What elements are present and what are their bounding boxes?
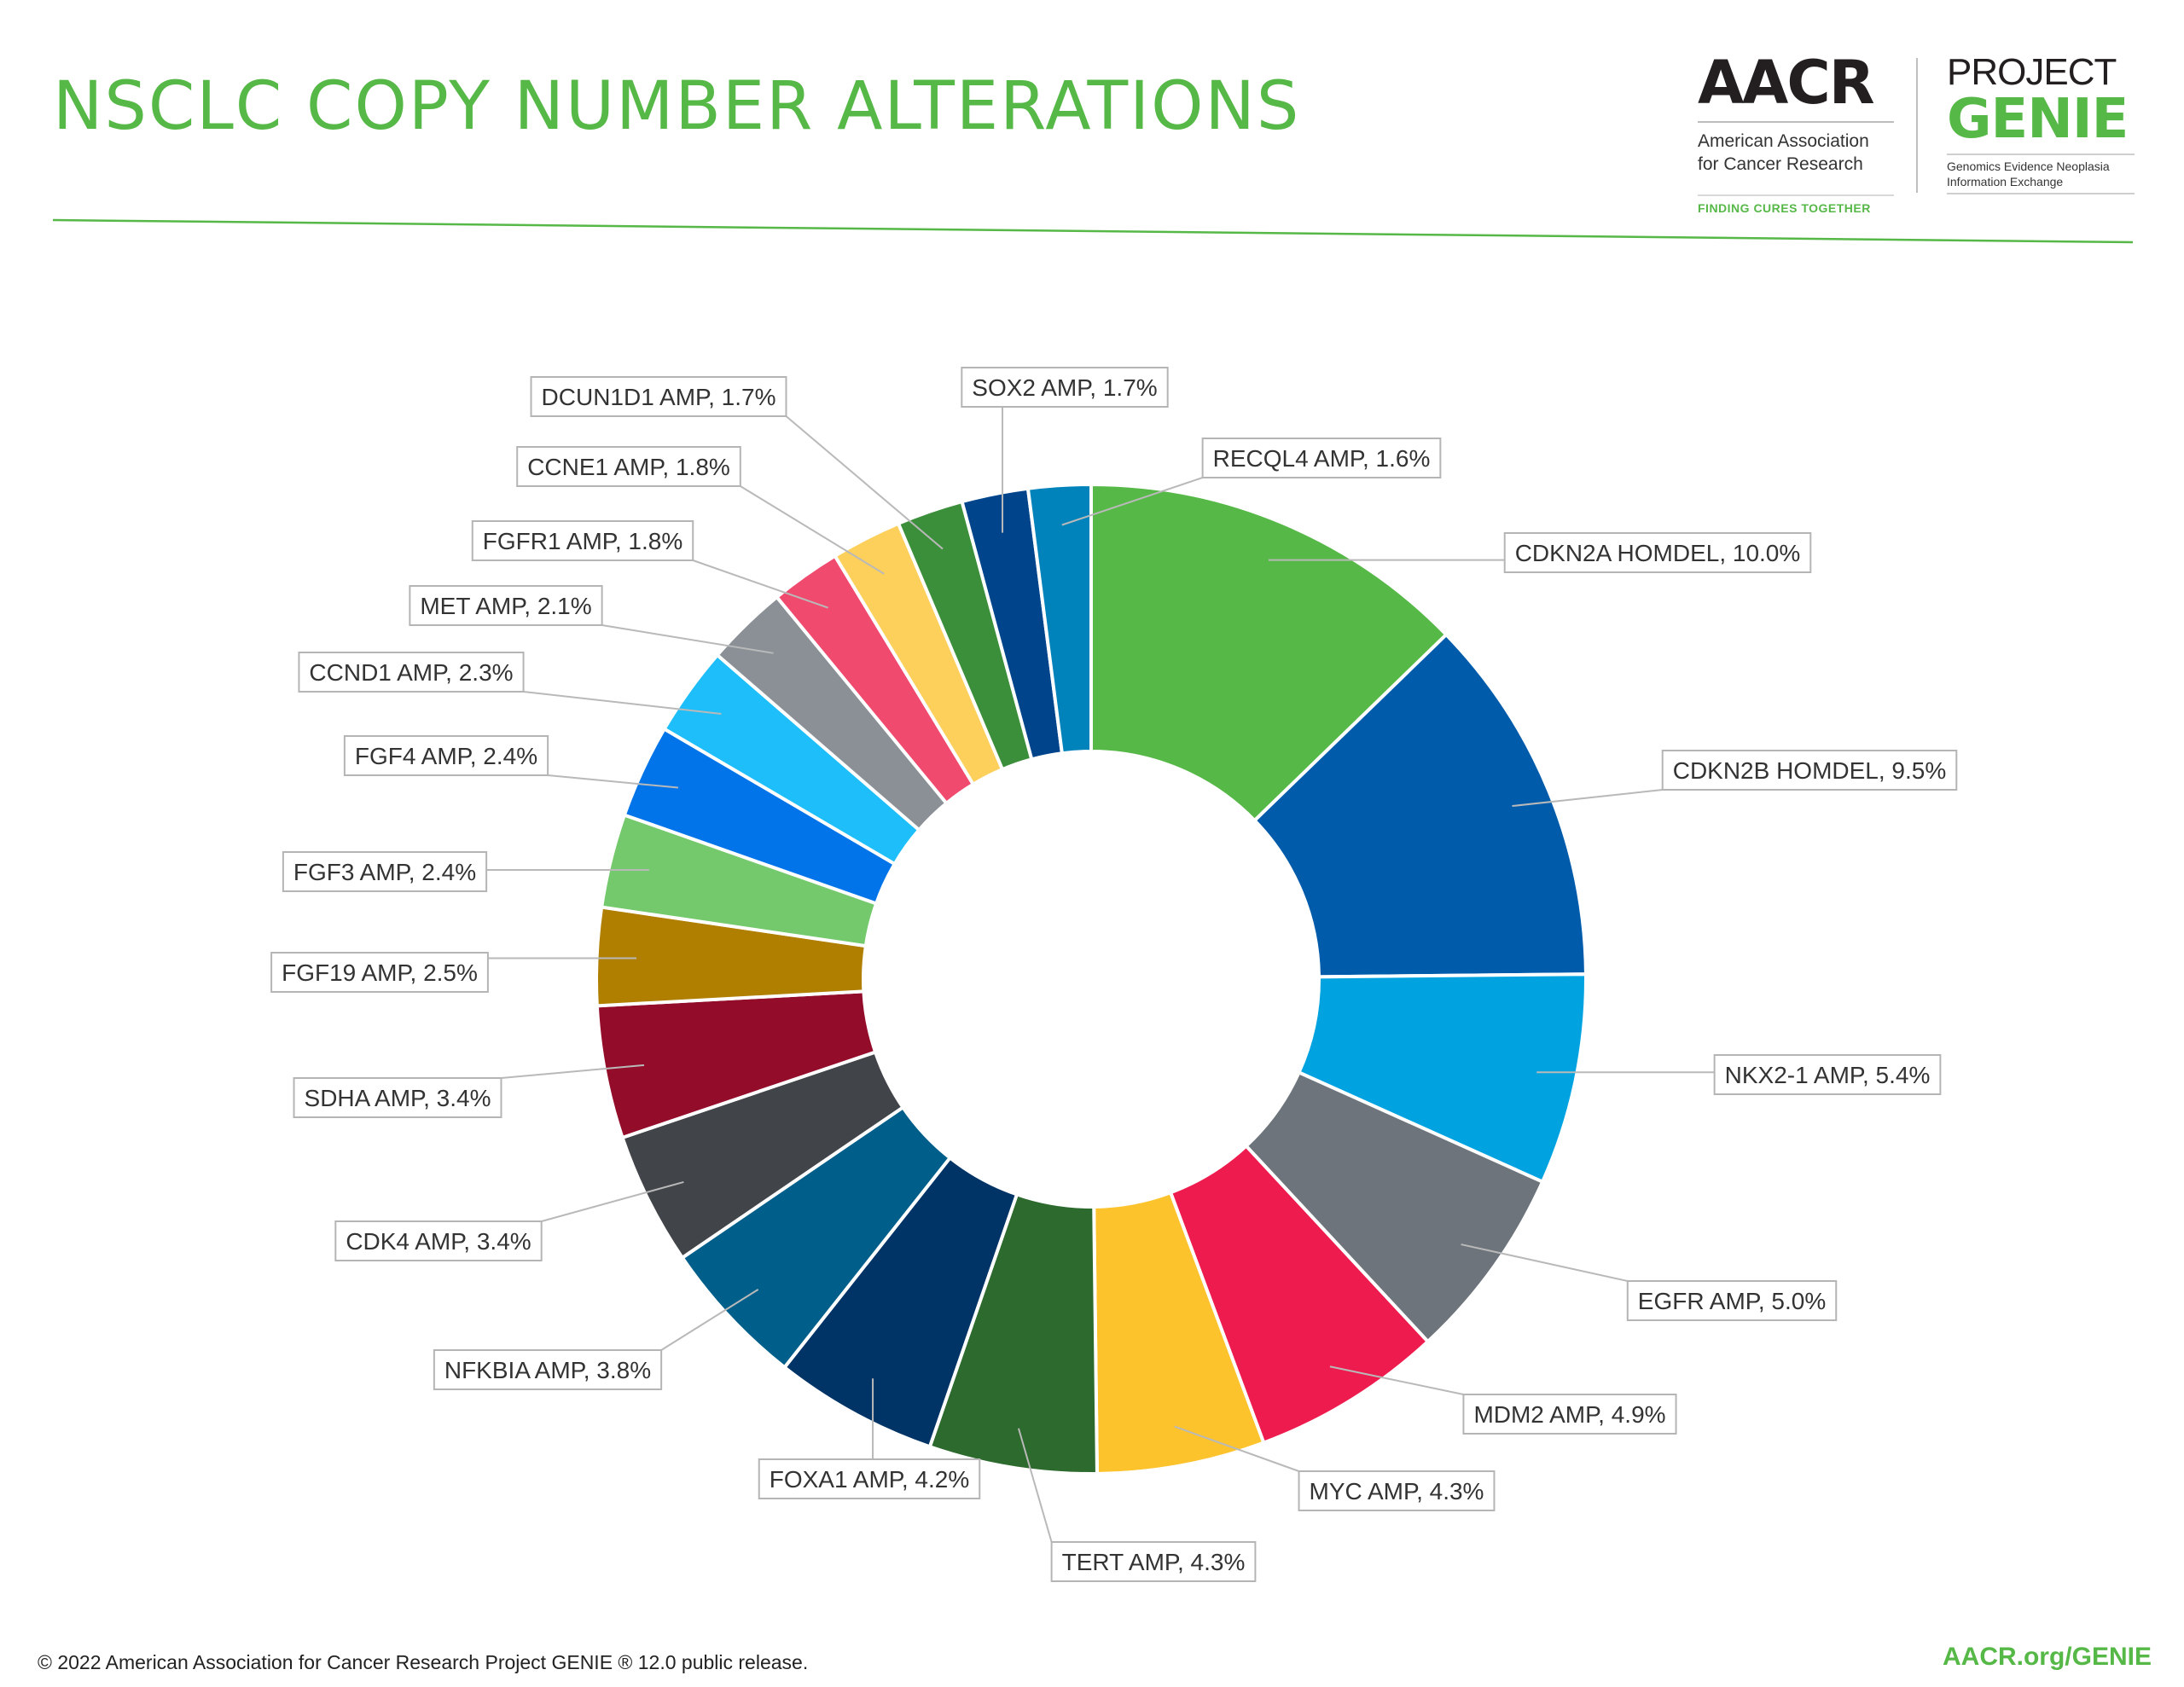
slice-label-sox2-amp: SOX2 AMP, 1.7% bbox=[972, 374, 1157, 401]
slice-label-dcun1d1-amp: DCUN1D1 AMP, 1.7% bbox=[542, 384, 776, 410]
slice-label-box-myc-amp bbox=[1298, 1470, 1496, 1511]
slice-label-mdm2-amp: MDM2 AMP, 4.9% bbox=[1473, 1401, 1665, 1428]
slice-recql4-amp bbox=[1025, 482, 1093, 756]
leader-line-dcun1d1-amp bbox=[785, 415, 944, 550]
genie-project-word: PROJECT bbox=[1947, 51, 2117, 93]
leader-line-cdkn2b-homdel bbox=[1512, 789, 1663, 808]
genie-subtitle: Genomics Evidence Neoplasia Information … bbox=[1947, 154, 2135, 194]
genie-subtitle-line1: Genomics Evidence Neoplasia bbox=[1947, 159, 2110, 173]
leader-line-recql4-amp bbox=[1061, 477, 1203, 526]
slice-label-fgf4-amp: FGF4 AMP, 2.4% bbox=[355, 743, 537, 769]
donut-slices bbox=[595, 482, 1588, 1475]
slice-label-box-fgfr1-amp bbox=[471, 520, 694, 561]
leader-line-fgfr1-amp bbox=[692, 559, 828, 609]
slice-label-box-mdm2-amp bbox=[1462, 1394, 1677, 1435]
slice-labels: CDKN2A HOMDEL, 10.0% CDKN2B HOMDEL, 9.5% N… bbox=[270, 367, 1958, 1582]
slice-label-box-tert-amp bbox=[1050, 1541, 1257, 1582]
slice-label-box-nkx2-1-amp bbox=[1713, 1054, 1942, 1095]
slice-label-nfkbia-amp: NFKBIA AMP, 3.8% bbox=[444, 1357, 651, 1383]
leader-line-mdm2-amp bbox=[1329, 1365, 1464, 1395]
slice-label-box-met-amp bbox=[409, 585, 603, 626]
slice-label-fgfr1-amp: FGFR1 AMP, 1.8% bbox=[483, 528, 682, 554]
leader-line-tert-amp bbox=[1017, 1428, 1053, 1543]
slice-label-box-ccnd1-amp bbox=[298, 652, 525, 693]
slice-label-box-dcun1d1-amp bbox=[530, 376, 787, 417]
leader-line-myc-amp bbox=[1174, 1425, 1299, 1472]
leader-line-nfkbia-amp bbox=[660, 1289, 759, 1351]
slice-label-nkx2-1-amp: NKX2-1 AMP, 5.4% bbox=[1725, 1062, 1931, 1088]
leader-line-egfr-amp bbox=[1461, 1244, 1628, 1282]
slice-label-recql4-amp: RECQL4 AMP, 1.6% bbox=[1213, 445, 1431, 472]
aacr-name-line1: American Association bbox=[1698, 131, 1869, 151]
genie-subtitle-line2: Information Exchange bbox=[1947, 175, 2064, 188]
footer-url-link[interactable]: AACR.org/GENIE bbox=[1942, 1643, 2152, 1671]
slice-label-myc-amp: MYC AMP, 4.3% bbox=[1310, 1478, 1484, 1504]
slice-cdkn2a-homdel bbox=[1089, 482, 1449, 823]
slice-label-ccnd1-amp: CCND1 AMP, 2.3% bbox=[309, 659, 513, 686]
slice-label-sdha-amp: SDHA AMP, 3.4% bbox=[305, 1085, 491, 1111]
slice-label-box-cdk4-amp bbox=[334, 1220, 543, 1261]
slice-label-box-cdkn2a-homdel bbox=[1503, 532, 1812, 573]
slice-label-box-cdkn2b-homdel bbox=[1661, 750, 1958, 791]
leader-line-ccnd1-amp bbox=[523, 691, 722, 715]
aacr-name-line2: for Cancer Research bbox=[1698, 154, 1863, 174]
slice-label-tert-amp: TERT AMP, 4.3% bbox=[1062, 1549, 1246, 1575]
footer-copyright: © 2022 American Association for Cancer R… bbox=[38, 1651, 809, 1673]
slice-label-box-recql4-amp bbox=[1201, 438, 1442, 478]
leader-line-cdk4-amp bbox=[541, 1180, 684, 1222]
leader-line-ccne1-amp bbox=[740, 485, 885, 575]
aacr-logo: AACR American Association for Cancer Res… bbox=[1698, 53, 1894, 215]
project-genie-logo: PROJECT GENIE Genomics Evidence Neoplasi… bbox=[1947, 53, 2135, 194]
slice-label-cdkn2a-homdel: CDKN2A HOMDEL, 10.0% bbox=[1515, 540, 1801, 566]
aacr-tagline: FINDING CURES TOGETHER bbox=[1698, 194, 1894, 215]
slice-label-egfr-amp: EGFR AMP, 5.0% bbox=[1638, 1288, 1826, 1314]
genie-wordmark: GENIE bbox=[1947, 88, 2129, 151]
slice-label-box-fgf4-amp bbox=[343, 735, 549, 776]
leader-line-sdha-amp bbox=[501, 1064, 645, 1079]
aacr-logo-rule bbox=[1698, 121, 1894, 123]
logo-divider bbox=[1916, 58, 1918, 193]
slice-label-box-fgf19-amp bbox=[270, 952, 489, 993]
slice-label-box-ccne1-amp bbox=[516, 446, 741, 487]
slice-label-met-amp: MET AMP, 2.1% bbox=[420, 593, 591, 619]
page-title: NSCLC COPY NUMBER ALTERATIONS bbox=[53, 68, 1301, 145]
slice-label-ccne1-amp: CCNE1 AMP, 1.8% bbox=[527, 454, 730, 480]
slice-label-cdkn2b-homdel: CDKN2B HOMDEL, 9.5% bbox=[1673, 757, 1947, 784]
slice-label-cdk4-amp: CDK4 AMP, 3.4% bbox=[346, 1228, 531, 1255]
slice-label-box-nfkbia-amp bbox=[433, 1349, 663, 1390]
slice-label-box-fgf3-amp bbox=[282, 851, 488, 892]
slice-label-fgf19-amp: FGF19 AMP, 2.5% bbox=[282, 959, 478, 986]
aacr-wordmark: AACR bbox=[1698, 48, 1875, 118]
slice-label-box-egfr-amp bbox=[1626, 1280, 1838, 1321]
slice-label-box-sox2-amp bbox=[961, 367, 1169, 408]
slice-label-box-sdha-amp bbox=[293, 1077, 502, 1118]
slice-cdkn2b-homdel bbox=[1252, 632, 1588, 979]
leader-line-met-amp bbox=[601, 624, 774, 654]
header-divider bbox=[52, 218, 2134, 244]
leader-line-fgf4-amp bbox=[548, 774, 679, 789]
slice-label-fgf3-amp: FGF3 AMP, 2.4% bbox=[293, 859, 476, 885]
slice-label-box-foxa1-amp bbox=[758, 1458, 981, 1499]
slice-label-foxa1-amp: FOXA1 AMP, 4.2% bbox=[770, 1466, 970, 1493]
label-leader-lines bbox=[486, 407, 1715, 1543]
